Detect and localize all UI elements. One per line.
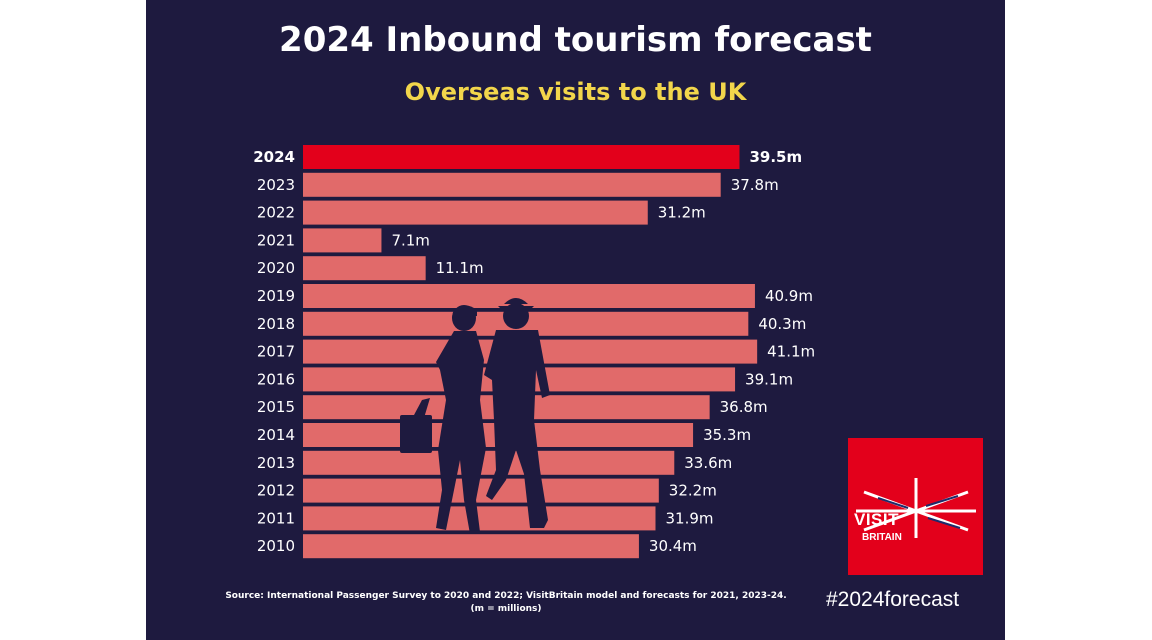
logo-visit-text: VISIT: [854, 510, 900, 529]
visit-britain-logo: VISIT BRITAIN: [848, 438, 983, 575]
year-label-2013: 2013: [257, 454, 295, 472]
source-line: Source: International Passenger Survey t…: [225, 591, 787, 601]
value-label-2024: 39.5m: [749, 148, 802, 166]
value-label-2020: 11.1m: [436, 259, 484, 277]
bar-2023: [303, 172, 721, 197]
bar-2022: [303, 200, 648, 225]
year-label-2020: 2020: [257, 259, 295, 277]
bar-2024: [303, 145, 740, 169]
value-label-2014: 35.3m: [703, 426, 751, 444]
year-label-2016: 2016: [257, 370, 295, 388]
value-label-2022: 31.2m: [658, 204, 706, 222]
bar-2010: [303, 534, 639, 559]
bar-2020: [303, 256, 426, 281]
source-note: Source: International Passenger Survey t…: [186, 590, 826, 616]
value-label-2011: 31.9m: [665, 509, 713, 527]
year-label-2018: 2018: [257, 315, 295, 333]
value-label-2010: 30.4m: [649, 537, 697, 555]
infographic-panel: 2024 Inbound tourism forecast Overseas v…: [146, 0, 1005, 640]
bar-chart: 2024 39.5m 2023 37.8m 2022 31.2m 2021 7.1m 2020 1…: [253, 145, 815, 559]
logo-britain-text: BRITAIN: [862, 532, 902, 543]
value-label-2023: 37.8m: [731, 176, 779, 194]
year-label-2012: 2012: [257, 482, 295, 500]
units-note: (m = millions): [470, 604, 542, 614]
value-label-2017: 41.1m: [767, 343, 815, 361]
union-jack-icon: [856, 478, 976, 538]
labels-group: 2024 39.5m 2023 37.8m 2022 31.2m 2021 7.1m 2020 1…: [253, 148, 815, 555]
year-label-2023: 2023: [257, 176, 295, 194]
bar-2019: [303, 284, 755, 308]
bar-2013: [303, 450, 675, 475]
value-label-2019: 40.9m: [765, 287, 813, 305]
year-label-2022: 2022: [257, 204, 295, 222]
year-label-2024: 2024: [253, 148, 295, 166]
value-label-2021: 7.1m: [391, 231, 429, 249]
bar-2012: [303, 478, 659, 503]
chart-subtitle: Overseas visits to the UK: [404, 78, 747, 106]
hashtag: #2024forecast: [826, 588, 960, 611]
year-label-2017: 2017: [257, 343, 295, 361]
value-label-2013: 33.6m: [684, 454, 732, 472]
year-label-2021: 2021: [257, 231, 295, 249]
year-label-2011: 2011: [257, 509, 295, 527]
chart-title: 2024 Inbound tourism forecast: [279, 20, 872, 60]
year-label-2019: 2019: [257, 287, 295, 305]
value-label-2018: 40.3m: [758, 315, 806, 333]
bar-2021: [303, 228, 382, 253]
year-label-2015: 2015: [257, 398, 295, 416]
value-label-2012: 32.2m: [669, 482, 717, 500]
walking-couple-silhouette: [400, 298, 550, 534]
value-label-2015: 36.8m: [720, 398, 768, 416]
year-label-2010: 2010: [257, 537, 295, 555]
year-label-2014: 2014: [257, 426, 295, 444]
value-label-2016: 39.1m: [745, 370, 793, 388]
